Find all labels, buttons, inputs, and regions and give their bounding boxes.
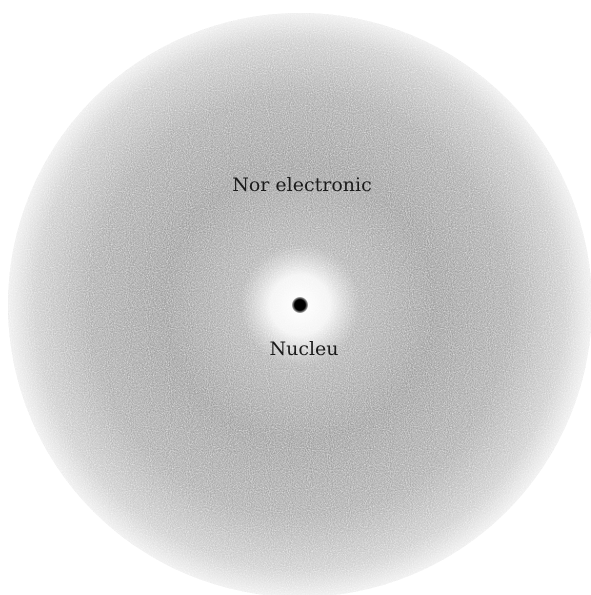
nucleus-label: Nucleu xyxy=(269,338,339,360)
nucleus-dot xyxy=(292,297,308,313)
electron-cloud-label: Nor electronic xyxy=(232,174,372,196)
